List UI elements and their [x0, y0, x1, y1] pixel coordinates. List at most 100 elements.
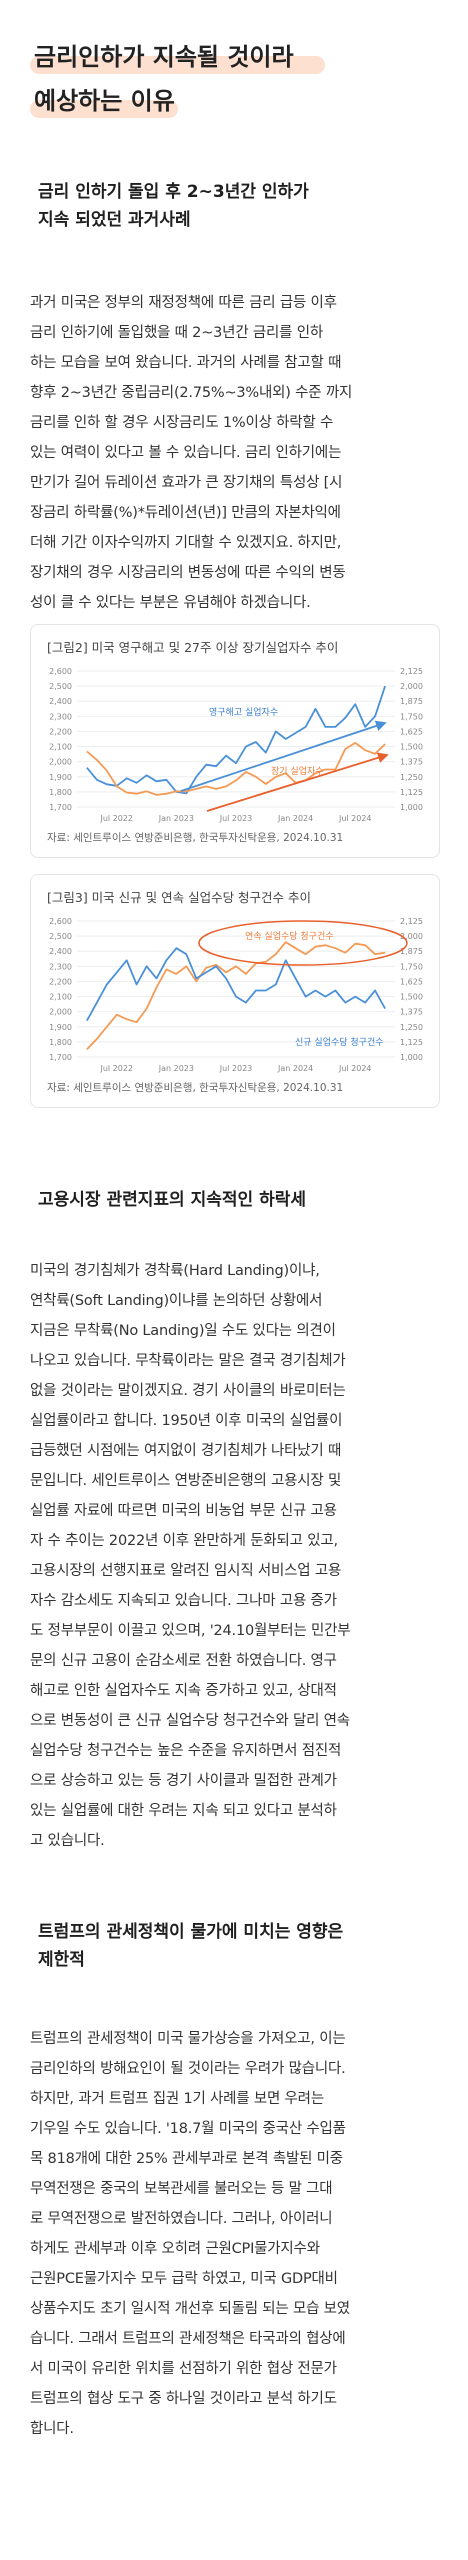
- paragraph-line: 성이 클 수 있다는 부분은 유념해야 하겠습니다.: [30, 595, 311, 611]
- x-tick-label: Jan 2023: [158, 1064, 194, 1073]
- paragraph-line: 연착륙(Soft Landing)이냐를 논의하던 상황에서: [30, 1293, 323, 1309]
- chart-title: [그림3] 미국 신규 및 연속 실업수당 청구건수 추이: [47, 890, 312, 905]
- y-left-tick-label: 2,100: [49, 993, 72, 1002]
- paragraph-line: 실업수당 청구건수는 높은 수준을 유지하면서 점진적: [30, 1743, 342, 1759]
- y-left-tick-label: 2,500: [49, 682, 72, 691]
- highlight-oval: [198, 920, 408, 966]
- x-tick-label: Jul 2023: [219, 1064, 253, 1073]
- x-tick-label: Jan 2024: [277, 814, 313, 823]
- paragraph-line: 금리를 인하 할 경우 시장금리도 1%이상 하락할 수: [30, 415, 334, 431]
- y-left-tick-label: 2,300: [49, 962, 72, 971]
- y-left-tick-label: 2,600: [49, 667, 72, 676]
- x-tick-label: Jan 2023: [158, 814, 194, 823]
- paragraph-line: 없을 것이라는 말이겠지요. 경기 사이클의 바로미터는: [30, 1383, 346, 1399]
- paragraph-line: 미국의 경기침체가 경착륙(Hard Landing)이냐,: [30, 1263, 320, 1279]
- paragraph-line: 습니다. 그래서 트럼프의 관세정책은 타국과의 협상에: [30, 2331, 346, 2347]
- section2-body: 미국의 경기침체가 경착륙(Hard Landing)이냐, 연착륙(Soft L…: [30, 1256, 442, 1856]
- section1-heading: 금리 인하기 돌입 후 2~3년간 인하가 지속 되었던 과거사례: [38, 182, 309, 230]
- y-left-tick-label: 2,600: [49, 917, 72, 926]
- x-tick-label: Jul 2024: [338, 1064, 372, 1073]
- paragraph-line: 으로 변동성이 큰 신규 실업수당 청구건수와 달리 연속: [30, 1713, 350, 1729]
- y-right-tick-label: 1,625: [400, 977, 423, 986]
- paragraph-line: 도 정부부문이 이끌고 있으며, '24.10월부터는 민간부: [30, 1623, 351, 1639]
- x-tick-label: Jan 2024: [277, 1064, 313, 1073]
- y-right-tick-label: 2,000: [400, 682, 423, 691]
- section2-heading: 고용시장 관련지표의 지속적인 하락세: [38, 1190, 306, 1210]
- chart-2-plot: 1,700 1,800 1,900 2,000 2,100 2,200 2,300 2,400…: [49, 917, 423, 1073]
- chart-card-1: [그림2] 미국 영구해고 및 27주 이상 장기실업자수 추이 1,700 1,…: [30, 624, 440, 858]
- paragraph-line: 급등했던 시점에는 여지없이 경기침체가 나타났기 때: [30, 1443, 342, 1459]
- y-right-tick-label: 1,000: [400, 803, 423, 812]
- y-left-tick-label: 1,700: [49, 1053, 72, 1062]
- paragraph-line: 상품수지도 초기 일시적 개선후 되돌림 되는 모습 보였: [30, 2301, 350, 2317]
- paragraph-line: 하게도 관세부과 이후 오히려 근원CPI물가지수와: [30, 2241, 320, 2257]
- y-left-tick-label: 1,800: [49, 788, 72, 797]
- series-line: [86, 685, 386, 795]
- paragraph-line: 자 수 추이는 2022년 이후 완만하게 둔화되고 있고,: [30, 1533, 338, 1549]
- paragraph-line: 서 미국이 유리한 위치를 선점하기 위한 협상 전문가: [30, 2361, 337, 2377]
- paragraph-line: 목 818개에 대한 25% 관세부과로 본격 촉발된 미중: [30, 2151, 343, 2167]
- paragraph-line: 문입니다. 세인트루이스 연방준비은행의 고용시장 및: [30, 1473, 342, 1489]
- paragraph-line: 고용시장의 선행지표로 알려진 임시직 서비스업 고용: [30, 1563, 342, 1579]
- paragraph-line: 하지만, 과거 트럼프 집권 1기 사례를 보면 우려는: [30, 2091, 324, 2107]
- y-left-tick-label: 2,200: [49, 727, 72, 736]
- chart-1-plot: 1,700 1,800 1,900 2,000 2,100 2,200 2,300 2,400…: [49, 667, 423, 823]
- y-left-tick-label: 1,900: [49, 1023, 72, 1032]
- article-title: 금리인하가 지속될 것이라 예상하는 이유: [30, 38, 325, 126]
- y-right-tick-label: 1,125: [400, 1038, 423, 1047]
- y-right-tick-label: 1,125: [400, 788, 423, 797]
- y-left-tick-label: 1,900: [49, 773, 72, 782]
- y-left-tick-label: 2,500: [49, 932, 72, 941]
- paragraph-line: 금리인하의 방해요인이 될 것이라는 우려가 많습니다.: [30, 2061, 346, 2077]
- y-left-tick-label: 1,700: [49, 803, 72, 812]
- y-right-tick-label: 1,250: [400, 1023, 423, 1032]
- y-right-tick-label: 1,625: [400, 727, 423, 736]
- y-right-tick-label: 2,125: [400, 917, 423, 926]
- y-left-tick-label: 2,200: [49, 977, 72, 986]
- y-right-tick-label: 1,500: [400, 743, 423, 752]
- y-left-tick-label: 2,000: [49, 1008, 72, 1017]
- y-left-tick-label: 2,100: [49, 743, 72, 752]
- x-tick-label: Jul 2023: [219, 814, 253, 823]
- y-right-tick-label: 1,000: [400, 1053, 423, 1062]
- x-tick-label: Jul 2022: [99, 814, 133, 823]
- series-label: 영구해고 실업자수: [209, 707, 278, 718]
- paragraph-line: 트럼프의 관세정책이 미국 물가상승을 가져오고, 이는: [30, 2031, 346, 2047]
- series-line: [86, 941, 386, 1051]
- chart-card-2: [그림3] 미국 신규 및 연속 실업수당 청구건수 추이 1,700 1,800…: [30, 874, 440, 1108]
- paragraph-line: 트럼프의 협상 도구 중 하나일 것이라고 분석 하기도: [30, 2391, 337, 2407]
- paragraph-line: 지금은 무착륙(No Landing)일 수도 있다는 의견이: [30, 1323, 336, 1339]
- y-right-tick-label: 1,875: [400, 697, 423, 706]
- paragraph-line: 기우일 수도 있습니다. '18.7월 미국의 중국산 수입품: [30, 2121, 346, 2137]
- y-right-tick-label: 1,500: [400, 993, 423, 1002]
- paragraph-line: 으로 상승하고 있는 등 경기 사이클과 밀접한 관계가: [30, 1773, 337, 1789]
- series-label: 연속 실업수당 청구건수: [245, 931, 334, 942]
- y-left-tick-label: 2,400: [49, 947, 72, 956]
- y-right-tick-label: 1,750: [400, 712, 423, 721]
- paragraph-line: 자수 감소세도 지속되고 있습니다. 그나마 고용 증가: [30, 1593, 337, 1609]
- y-right-tick-label: 2,125: [400, 667, 423, 676]
- y-right-tick-label: 1,250: [400, 773, 423, 782]
- chart-source: 자료: 세인트루이스 연방준비은행, 한국투자신탁운용, 2024.10.31: [47, 1082, 344, 1094]
- paragraph-line: 실업률 자료에 따르면 미국의 비농업 부문 신규 고용: [30, 1503, 337, 1519]
- paragraph-line: 있는 여력이 있다고 볼 수 있습니다. 금리 인하기에는: [30, 445, 342, 461]
- trend-arrow-blue: [180, 720, 387, 792]
- title-line-1: 금리인하가 지속될 것이라: [30, 38, 325, 76]
- paragraph-line: 근원PCE물가지수 모두 급락 하였고, 미국 GDP대비: [30, 2271, 338, 2287]
- paragraph-line: 문의 신규 고용이 순감소세로 전환 하였습니다. 영구: [30, 1653, 337, 1669]
- paragraph-line: 하는 모습을 보여 왔습니다. 과거의 사례를 참고할 때: [30, 355, 342, 371]
- paragraph-line: 금리 인하기에 돌입했을 때 2~3년간 금리를 인하: [30, 325, 323, 341]
- paragraph-line: 고 있습니다.: [30, 1833, 105, 1849]
- paragraph-line: 만기가 길어 듀레이션 효과가 큰 장기채의 특성상 [시: [30, 475, 343, 491]
- y-left-tick-label: 2,000: [49, 758, 72, 767]
- y-right-tick-label: 1,875: [400, 947, 423, 956]
- paragraph-line: 합니다.: [30, 2421, 74, 2437]
- paragraph-line: 실업률이라고 합니다. 1950년 이후 미국의 실업률이: [30, 1413, 343, 1429]
- y-left-tick-label: 2,400: [49, 697, 72, 706]
- paragraph-line: 장금리 하락률(%)*듀레이션(년)] 만큼의 자본차익에: [30, 505, 341, 521]
- y-right-tick-label: 1,750: [400, 962, 423, 971]
- x-tick-label: Jul 2022: [99, 1064, 133, 1073]
- section3-heading: 트럼프의 관세정책이 물가에 미치는 영향은 제한적: [38, 1922, 344, 1970]
